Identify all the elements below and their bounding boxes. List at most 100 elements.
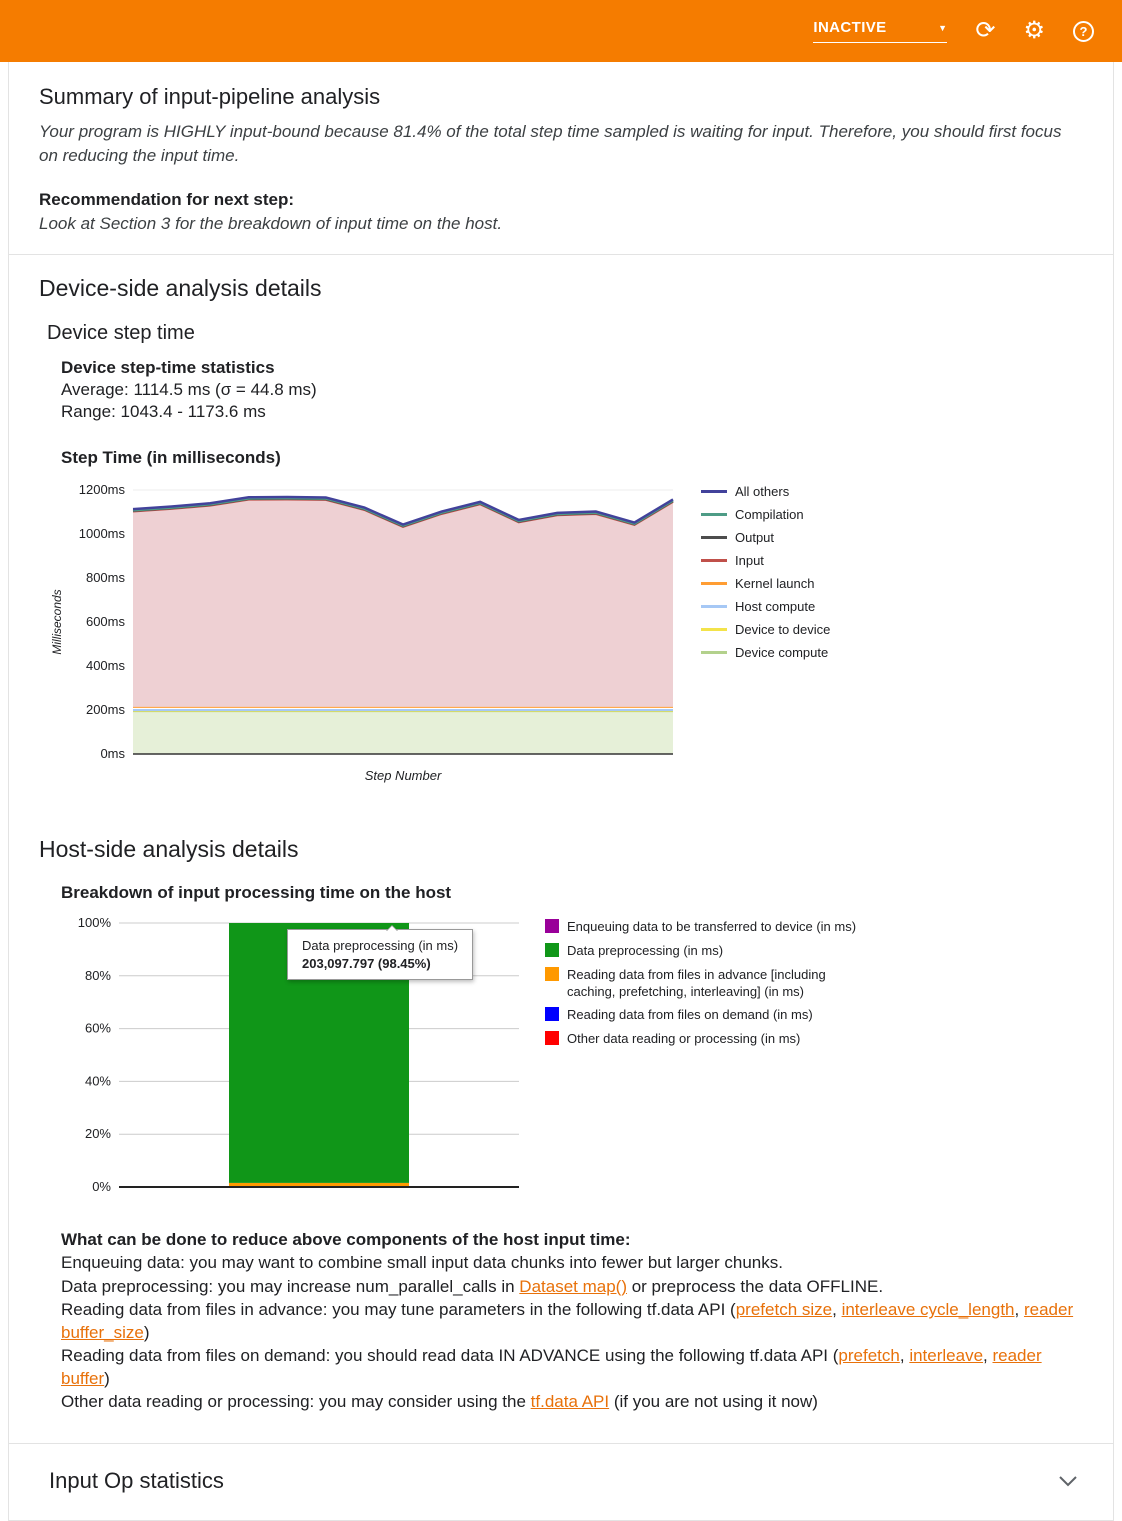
host-chart-row: 0% 20% 40% 60% 80% 100% Enqueuing data to be … <box>61 913 1083 1213</box>
advice-text: , <box>983 1346 993 1366</box>
advice-link[interactable]: prefetch size <box>735 1300 833 1320</box>
advice-text: ) <box>104 1368 110 1388</box>
legend-item: Input <box>701 553 830 568</box>
legend-item: Compilation <box>701 507 830 522</box>
legend-swatch <box>545 966 559 981</box>
legend-swatch <box>545 1007 559 1022</box>
legend-swatch <box>545 1031 559 1046</box>
device-step-time-chart[interactable]: 0ms 200ms 400ms 600ms 800ms 1000ms 1200ms Step … <box>47 478 687 788</box>
svg-text:400ms: 400ms <box>86 658 126 673</box>
advice-text: , <box>1014 1300 1024 1320</box>
legend-label: Enqueuing data to be transferred to devi… <box>567 918 857 934</box>
input-op-title: Input Op statistics <box>49 1468 224 1494</box>
section-divider <box>9 253 1113 255</box>
legend-item: Reading data from files in advance [incl… <box>545 966 875 1001</box>
svg-text:Step Number: Step Number <box>365 768 442 783</box>
legend-swatch <box>701 650 727 654</box>
legend-label: Input <box>735 552 764 568</box>
advice-text: Reading data from files in advance: you … <box>61 1300 736 1320</box>
advice-lines: Enqueuing data: you may want to combine … <box>61 1252 1083 1413</box>
advice-line: Reading data from files on demand: you s… <box>61 1345 1083 1390</box>
advice-link[interactable]: interleave <box>909 1346 984 1366</box>
advice-link[interactable]: Dataset map() <box>519 1276 627 1296</box>
svg-text:0ms: 0ms <box>100 746 125 761</box>
input-op-statistics-header[interactable]: Input Op statistics <box>9 1444 1113 1520</box>
legend-swatch <box>701 627 727 631</box>
stats-average: Average: 1114.5 ms (σ = 44.8 ms) <box>61 380 317 400</box>
legend-swatch <box>701 535 727 539</box>
svg-text:40%: 40% <box>85 1073 111 1088</box>
svg-text:Milliseconds: Milliseconds <box>50 589 64 654</box>
legend-swatch <box>701 558 727 562</box>
advice-link[interactable]: interleave cycle_length <box>841 1300 1015 1320</box>
device-chart-legend: All others Compilation Output Input Kernel l… <box>701 478 830 668</box>
summary-body: Your program is HIGHLY input-bound becau… <box>39 122 1062 165</box>
capture-status-select[interactable]: INACTIVE ▼ <box>813 19 948 43</box>
device-step-time-title: Device step time <box>47 321 195 344</box>
advice-text: (if you are not using it now) <box>609 1391 818 1411</box>
device-chart-title: Step Time (in milliseconds) <box>61 447 281 467</box>
refresh-icon[interactable]: ⟳ <box>975 17 996 44</box>
recommendation-label: Recommendation for next step: <box>39 189 295 209</box>
svg-text:80%: 80% <box>85 968 111 983</box>
legend-label: Device compute <box>735 644 829 660</box>
stats-title: Device step-time statistics <box>61 357 275 377</box>
host-chart-title: Breakdown of input processing time on th… <box>61 882 452 902</box>
legend-label: Reading data from files on demand (in ms… <box>567 1007 813 1023</box>
advice-line: Other data reading or processing: you ma… <box>61 1391 1083 1413</box>
recommendation-body: Look at Section 3 for the breakdown of i… <box>39 213 503 233</box>
legend-label: Output <box>735 529 775 545</box>
legend-swatch <box>545 942 559 957</box>
settings-gear-icon[interactable]: ⚙ <box>1023 17 1045 44</box>
host-advice-block: What can be done to reduce above compone… <box>61 1229 1083 1444</box>
legend-label: Data preprocessing (in ms) <box>567 942 724 958</box>
advice-text: , <box>899 1346 910 1366</box>
advice-link[interactable]: reader buffer <box>61 1346 1042 1388</box>
advice-line: Enqueuing data: you may want to combine … <box>61 1252 1083 1274</box>
device-section-title: Device-side analysis details <box>39 274 322 301</box>
advice-text: , <box>832 1300 842 1320</box>
tooltip-value: 203,097.797 (98.45%) <box>302 955 431 971</box>
summary-section: Summary of input-pipeline analysis Your … <box>9 62 1113 254</box>
advice-link[interactable]: prefetch <box>838 1346 900 1366</box>
chart-tooltip: Data preprocessing (in ms) 203,097.797 (… <box>287 924 474 980</box>
legend-swatch <box>545 918 559 933</box>
device-side-section: Device-side analysis details Device step… <box>9 255 1113 788</box>
host-side-section: Host-side analysis details Breakdown of … <box>9 788 1113 1444</box>
legend-label: Compilation <box>735 506 804 522</box>
advice-text: or preprocess the data OFFLINE. <box>627 1276 884 1296</box>
stats-range: Range: 1043.4 - 1173.6 ms <box>61 402 266 422</box>
legend-swatch <box>701 604 727 608</box>
advice-title: What can be done to reduce above compone… <box>61 1229 631 1249</box>
legend-label: Kernel launch <box>735 575 815 591</box>
svg-text:200ms: 200ms <box>86 702 126 717</box>
help-icon[interactable]: ? <box>1073 20 1094 42</box>
legend-item: Enqueuing data to be transferred to devi… <box>545 918 875 936</box>
main-content: Summary of input-pipeline analysis Your … <box>8 62 1114 1521</box>
app-header: INACTIVE ▼ ⟳ ⚙ ? <box>0 0 1122 62</box>
legend-item: Host compute <box>701 599 830 614</box>
svg-text:1000ms: 1000ms <box>79 526 126 541</box>
advice-text: Enqueuing data: you may want to combine … <box>61 1253 783 1273</box>
legend-label: Reading data from files in advance [incl… <box>567 966 826 999</box>
legend-swatch <box>701 512 727 516</box>
legend-item: Output <box>701 530 830 545</box>
legend-item: Kernel launch <box>701 576 830 591</box>
legend-item: Device compute <box>701 645 830 660</box>
advice-link[interactable]: tf.data API <box>530 1391 610 1411</box>
capture-status-label: INACTIVE <box>813 19 887 36</box>
summary-title: Summary of input-pipeline analysis <box>39 84 381 109</box>
legend-item: Device to device <box>701 622 830 637</box>
legend-label: Host compute <box>735 598 816 614</box>
svg-text:600ms: 600ms <box>86 614 126 629</box>
expand-chevron-icon[interactable] <box>1059 1476 1077 1487</box>
legend-swatch <box>701 581 727 585</box>
advice-link[interactable]: reader buffer_size <box>61 1300 1074 1342</box>
advice-text: Data preprocessing: you may increase num… <box>61 1276 520 1296</box>
legend-swatch <box>701 489 727 493</box>
advice-text: Reading data from files on demand: you s… <box>61 1346 839 1366</box>
advice-line: Data preprocessing: you may increase num… <box>61 1276 1083 1298</box>
svg-text:100%: 100% <box>78 915 112 930</box>
legend-item: Data preprocessing (in ms) <box>545 942 875 960</box>
advice-line: Reading data from files in advance: you … <box>61 1299 1083 1344</box>
